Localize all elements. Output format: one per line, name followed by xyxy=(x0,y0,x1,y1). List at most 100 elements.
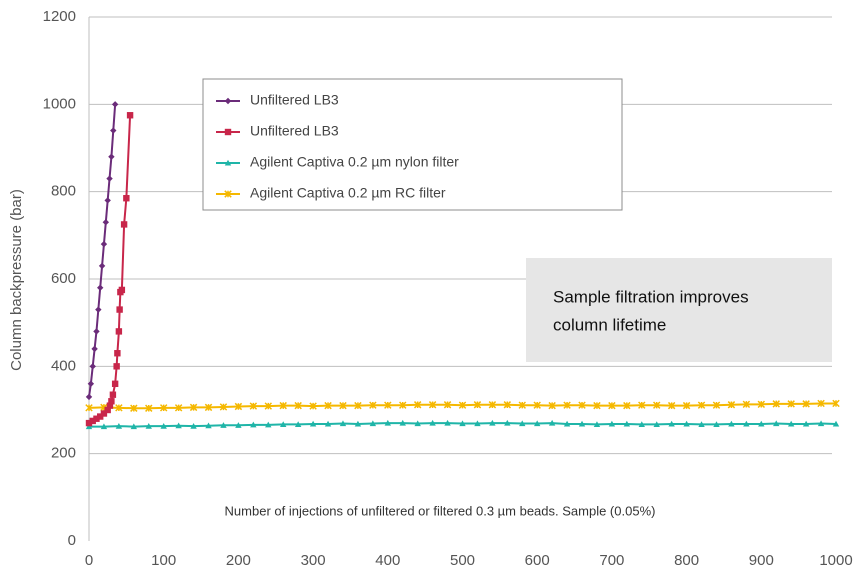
callout-text: Sample filtration improves xyxy=(553,287,749,306)
marker xyxy=(728,420,735,427)
legend-label: Unfiltered LB3 xyxy=(250,123,339,139)
marker xyxy=(757,400,766,409)
marker xyxy=(668,420,675,427)
y-tick-label: 200 xyxy=(51,445,76,462)
marker xyxy=(758,420,765,427)
marker xyxy=(115,422,123,429)
marker xyxy=(126,112,134,119)
marker xyxy=(638,421,645,427)
marker xyxy=(339,401,347,410)
x-tick-label: 100 xyxy=(151,552,176,569)
marker xyxy=(339,420,347,427)
marker xyxy=(100,410,108,417)
y-axis-title: Column backpressure (bar) xyxy=(8,189,25,371)
marker xyxy=(190,422,197,429)
marker xyxy=(473,401,482,409)
callout: Sample filtration improves column lifetim… xyxy=(526,258,832,362)
marker xyxy=(93,328,100,335)
marker xyxy=(683,420,690,427)
marker xyxy=(250,421,257,428)
marker xyxy=(772,400,780,408)
legend-label: Agilent Captiva 0.2 µm RC filter xyxy=(250,185,446,201)
marker xyxy=(220,422,227,428)
marker xyxy=(414,420,421,427)
marker xyxy=(429,419,436,426)
marker xyxy=(653,421,660,427)
marker xyxy=(534,420,541,427)
x-tick-label: 500 xyxy=(450,552,475,569)
marker xyxy=(593,421,601,427)
callout-box xyxy=(526,258,832,362)
marker xyxy=(682,401,691,410)
marker xyxy=(638,401,646,409)
marker xyxy=(667,401,676,410)
legend-label: Agilent Captiva 0.2 µm nylon filter xyxy=(250,154,459,170)
marker xyxy=(108,153,115,160)
marker xyxy=(488,401,497,409)
series xyxy=(85,101,119,401)
marker xyxy=(118,286,126,294)
marker xyxy=(832,399,840,408)
marker xyxy=(399,401,407,409)
marker xyxy=(116,306,123,313)
marker xyxy=(224,97,232,105)
marker xyxy=(802,420,810,427)
marker xyxy=(115,328,123,335)
marker xyxy=(224,128,232,136)
marker xyxy=(533,401,541,409)
marker xyxy=(623,401,631,410)
marker xyxy=(174,404,183,412)
marker xyxy=(160,422,167,429)
marker xyxy=(91,345,98,353)
marker xyxy=(224,190,232,198)
marker xyxy=(652,401,661,409)
y-tick-label: 400 xyxy=(51,357,76,374)
marker xyxy=(623,420,631,427)
x-tick-label: 1000 xyxy=(819,552,852,569)
marker xyxy=(159,404,168,412)
marker xyxy=(518,401,526,409)
marker xyxy=(413,401,422,409)
marker xyxy=(399,419,406,426)
marker xyxy=(205,422,212,429)
y-tick-label: 0 xyxy=(68,532,76,549)
marker xyxy=(548,401,556,410)
marker xyxy=(698,421,705,427)
marker xyxy=(115,404,123,412)
marker xyxy=(235,422,242,428)
y-tick-label: 600 xyxy=(51,270,76,287)
marker xyxy=(130,423,138,430)
marker xyxy=(354,420,362,427)
marker xyxy=(85,404,93,412)
marker xyxy=(832,420,840,427)
marker xyxy=(608,401,616,410)
marker xyxy=(111,101,119,108)
marker xyxy=(354,401,362,410)
marker xyxy=(294,401,302,410)
marker xyxy=(175,422,182,429)
marker xyxy=(458,401,467,409)
marker xyxy=(113,363,120,370)
marker xyxy=(106,175,113,182)
marker xyxy=(104,406,111,414)
legend: Unfiltered LB3 Unfiltered LB3 Agilent Capt… xyxy=(202,78,623,211)
marker xyxy=(294,421,302,427)
marker xyxy=(324,420,332,427)
marker xyxy=(548,419,556,426)
marker xyxy=(95,306,102,313)
x-tick-label: 800 xyxy=(674,552,699,569)
marker xyxy=(279,401,287,410)
marker xyxy=(503,401,512,409)
marker xyxy=(249,402,258,410)
x-tick-label: 300 xyxy=(301,552,326,569)
marker xyxy=(106,402,114,409)
marker xyxy=(234,402,243,411)
legend-label: Unfiltered LB3 xyxy=(250,92,339,108)
x-tick-label: 600 xyxy=(525,552,550,569)
marker xyxy=(787,400,795,408)
marker xyxy=(773,420,780,427)
marker xyxy=(114,350,121,357)
marker xyxy=(324,401,332,410)
marker xyxy=(87,380,95,387)
